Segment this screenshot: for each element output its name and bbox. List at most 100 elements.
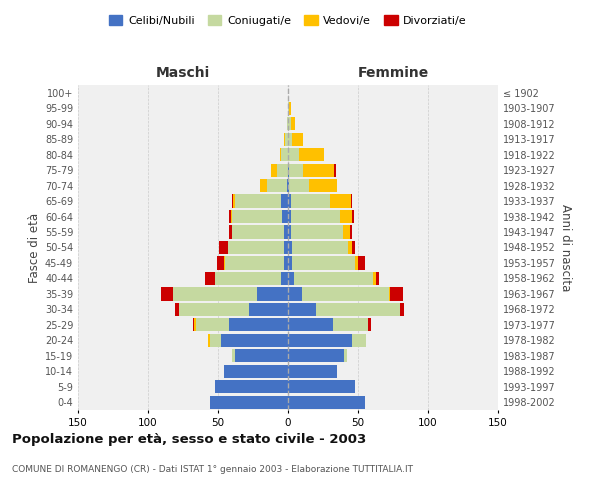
Bar: [161, 288, 173, 300]
Bar: [288, 303, 316, 316]
Bar: [291, 210, 340, 223]
Legend: Celibi/Nubili, Coniugati/e, Vedovi/e, Divorziati/e: Celibi/Nubili, Coniugati/e, Vedovi/e, Di…: [105, 10, 471, 30]
Y-axis label: Anni di nascita: Anni di nascita: [559, 204, 572, 291]
Bar: [288, 241, 292, 254]
Text: Popolazione per età, sesso e stato civile - 2003: Popolazione per età, sesso e stato civil…: [12, 432, 366, 446]
Bar: [390, 288, 403, 300]
Bar: [352, 334, 367, 347]
Bar: [288, 117, 291, 130]
Bar: [267, 179, 287, 192]
Bar: [350, 226, 352, 238]
Bar: [330, 194, 351, 207]
Bar: [288, 194, 291, 207]
Bar: [334, 164, 335, 176]
Bar: [288, 164, 289, 176]
Bar: [352, 210, 354, 223]
Bar: [285, 132, 288, 145]
Bar: [352, 241, 355, 254]
Bar: [292, 256, 355, 270]
Bar: [224, 256, 225, 270]
Bar: [228, 241, 284, 254]
Bar: [288, 256, 292, 270]
Bar: [271, 164, 277, 176]
Bar: [288, 380, 355, 394]
Bar: [221, 334, 288, 347]
Bar: [358, 256, 365, 270]
Bar: [292, 241, 348, 254]
Bar: [230, 210, 232, 223]
Bar: [232, 210, 283, 223]
Bar: [249, 303, 288, 316]
Bar: [220, 241, 228, 254]
Bar: [205, 272, 215, 285]
Bar: [288, 396, 365, 409]
Bar: [277, 164, 288, 176]
Bar: [368, 318, 371, 332]
Bar: [304, 164, 334, 176]
Bar: [288, 226, 291, 238]
Bar: [281, 194, 288, 207]
Bar: [288, 179, 289, 192]
Bar: [340, 210, 352, 223]
Bar: [196, 318, 229, 332]
Bar: [232, 350, 235, 362]
Bar: [225, 256, 284, 270]
Bar: [292, 132, 304, 145]
Bar: [291, 117, 295, 130]
Bar: [288, 272, 293, 285]
Bar: [287, 179, 288, 192]
Bar: [288, 210, 291, 223]
Bar: [235, 350, 288, 362]
Bar: [309, 179, 337, 192]
Bar: [229, 210, 230, 223]
Bar: [284, 226, 288, 238]
Bar: [288, 288, 302, 300]
Bar: [229, 318, 288, 332]
Bar: [284, 256, 288, 270]
Bar: [291, 226, 343, 238]
Bar: [291, 194, 330, 207]
Bar: [232, 194, 233, 207]
Bar: [293, 272, 373, 285]
Bar: [316, 303, 400, 316]
Bar: [400, 303, 404, 316]
Bar: [344, 350, 347, 362]
Bar: [288, 334, 352, 347]
Bar: [288, 318, 333, 332]
Bar: [355, 256, 358, 270]
Bar: [289, 164, 304, 176]
Text: Femmine: Femmine: [358, 66, 428, 80]
Bar: [281, 148, 288, 161]
Bar: [284, 241, 288, 254]
Bar: [175, 303, 179, 316]
Bar: [299, 148, 325, 161]
Bar: [343, 226, 350, 238]
Bar: [217, 256, 224, 270]
Bar: [233, 194, 235, 207]
Bar: [235, 194, 281, 207]
Text: COMUNE DI ROMANENGO (CR) - Dati ISTAT 1° gennaio 2003 - Elaborazione TUTTITALIA.: COMUNE DI ROMANENGO (CR) - Dati ISTAT 1°…: [12, 466, 413, 474]
Bar: [288, 148, 299, 161]
Bar: [260, 179, 267, 192]
Bar: [224, 364, 288, 378]
Bar: [229, 226, 232, 238]
Bar: [215, 380, 288, 394]
Bar: [287, 117, 288, 130]
Bar: [302, 288, 389, 300]
Bar: [288, 350, 344, 362]
Text: Maschi: Maschi: [156, 66, 210, 80]
Bar: [209, 396, 288, 409]
Bar: [333, 318, 368, 332]
Bar: [280, 148, 281, 161]
Bar: [283, 210, 288, 223]
Bar: [376, 272, 379, 285]
Bar: [193, 318, 194, 332]
Bar: [284, 132, 285, 145]
Bar: [209, 334, 221, 347]
Bar: [389, 288, 390, 300]
Bar: [257, 288, 288, 300]
Bar: [373, 272, 376, 285]
Bar: [288, 102, 289, 115]
Bar: [208, 334, 209, 347]
Bar: [179, 303, 249, 316]
